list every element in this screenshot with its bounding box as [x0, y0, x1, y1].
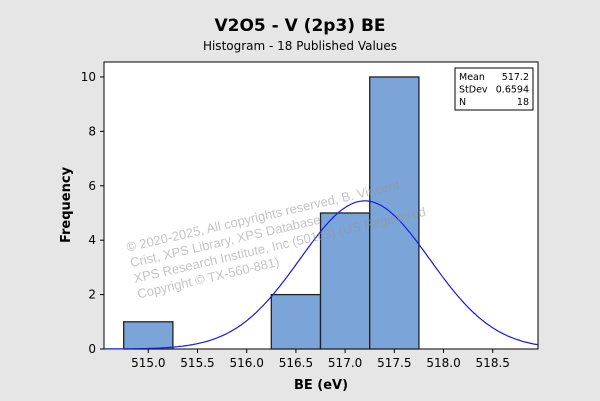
- x-tick-label: 518.0: [426, 356, 460, 370]
- y-tick-label: 4: [88, 233, 96, 247]
- y-tick-label: 6: [88, 179, 96, 193]
- chart-subtitle: Histogram - 18 Published Values: [203, 39, 397, 53]
- legend-label: StDev: [459, 85, 488, 96]
- y-tick-label: 2: [88, 288, 96, 302]
- y-tick-label: 0: [88, 342, 96, 356]
- legend-value: 0.6594: [496, 85, 529, 96]
- legend-label: Mean: [459, 72, 485, 83]
- normal-fit-curve: [103, 200, 539, 350]
- histogram-bar: [123, 321, 174, 350]
- x-tick-label: 517.0: [328, 356, 362, 370]
- legend-label: N: [459, 97, 466, 108]
- histogram-bar: [369, 76, 420, 350]
- histogram-bar: [270, 293, 322, 350]
- x-tick-label: 516.0: [230, 356, 264, 370]
- stats-legend: Mean 517.2 StDev 0.6594 N 18: [454, 67, 534, 111]
- x-tick-label: 517.5: [377, 356, 411, 370]
- legend-value: 517.2: [502, 72, 529, 83]
- histogram-bar: [319, 212, 371, 350]
- y-axis-label: Frequency: [59, 166, 74, 243]
- x-tick-label: 515.0: [131, 356, 165, 370]
- y-tick-label: 10: [81, 70, 96, 84]
- x-tick-label: 515.5: [180, 356, 214, 370]
- chart-title: V2O5 - V (2p3) BE: [214, 16, 385, 36]
- y-tick-label: 8: [88, 124, 96, 138]
- x-tick-label: 518.5: [476, 356, 510, 370]
- x-tick-label: 516.5: [279, 356, 313, 370]
- x-axis-label: BE (eV): [294, 378, 348, 393]
- legend-value: 18: [517, 97, 529, 108]
